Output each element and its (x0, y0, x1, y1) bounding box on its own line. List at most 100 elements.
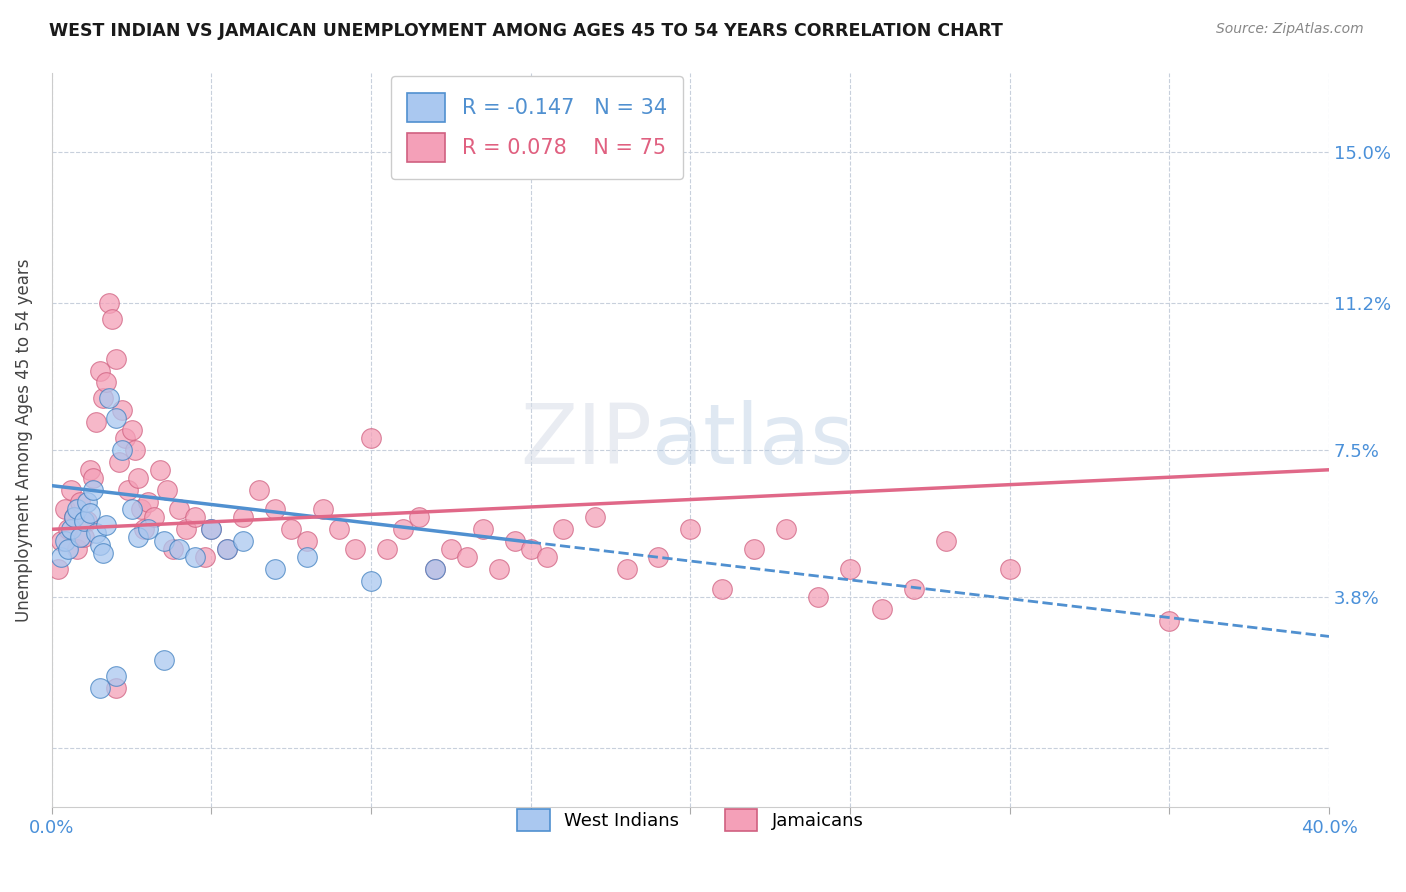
Y-axis label: Unemployment Among Ages 45 to 54 years: Unemployment Among Ages 45 to 54 years (15, 259, 32, 622)
Point (59, 483, 82, 497)
Point (423, 562, 446, 576)
Point (127, 471, 149, 485)
Point (73, 514, 96, 528)
Point (53, 502, 76, 516)
Point (107, 455, 129, 469)
Point (264, 562, 287, 576)
Point (94, 518, 117, 533)
Point (111, 403, 134, 417)
Point (121, 423, 143, 437)
Point (82, 471, 104, 485)
Point (200, 522, 222, 536)
Point (127, 530, 149, 544)
Point (295, 550, 318, 565)
Point (124, 442, 146, 457)
Point (59, 522, 82, 536)
Point (775, 522, 797, 536)
Point (616, 562, 638, 576)
Point (89, 538, 111, 552)
Point (711, 582, 734, 596)
Point (360, 574, 382, 588)
Point (136, 522, 159, 536)
Point (1159, 614, 1181, 628)
Point (134, 522, 156, 536)
Point (76, 494, 98, 508)
Point (101, 312, 124, 326)
Point (89, 363, 111, 377)
Point (82, 483, 104, 497)
Point (375, 542, 398, 557)
Point (76, 514, 98, 528)
Point (98, 392, 121, 406)
Point (807, 590, 830, 604)
Point (217, 542, 239, 557)
Point (152, 653, 174, 667)
Point (194, 550, 217, 565)
Point (488, 562, 510, 576)
Point (217, 542, 239, 557)
Text: WEST INDIAN VS JAMAICAN UNEMPLOYMENT AMONG AGES 45 TO 54 YEARS CORRELATION CHART: WEST INDIAN VS JAMAICAN UNEMPLOYMENT AMO… (49, 22, 1002, 40)
Point (156, 483, 179, 497)
Point (63, 510, 86, 524)
Point (114, 431, 136, 445)
Point (264, 502, 287, 516)
Point (392, 522, 415, 536)
Point (328, 522, 350, 536)
Point (551, 522, 574, 536)
Point (56, 522, 79, 536)
Point (742, 542, 765, 557)
Point (162, 542, 184, 557)
Point (51, 550, 73, 565)
Point (935, 534, 957, 549)
Point (142, 510, 165, 524)
Point (174, 522, 197, 536)
Point (104, 681, 127, 695)
Point (232, 534, 254, 549)
Point (51, 534, 73, 549)
Point (647, 550, 669, 565)
Point (344, 542, 367, 557)
Point (136, 494, 159, 508)
Point (129, 502, 152, 516)
Point (360, 431, 382, 445)
Point (94, 376, 117, 390)
Point (89, 681, 111, 695)
Point (998, 562, 1021, 576)
Point (152, 534, 174, 549)
Point (583, 510, 606, 524)
Point (104, 411, 127, 425)
Point (69, 494, 91, 508)
Point (91, 392, 114, 406)
Point (440, 542, 463, 557)
Point (63, 510, 86, 524)
Point (73, 530, 96, 544)
Point (839, 562, 862, 576)
Point (169, 542, 191, 557)
Point (91, 546, 114, 560)
Point (46, 562, 69, 576)
Point (79, 507, 101, 521)
Text: Source: ZipAtlas.com: Source: ZipAtlas.com (1216, 22, 1364, 37)
Point (104, 351, 127, 366)
Point (66, 502, 89, 516)
Point (111, 442, 134, 457)
Point (200, 522, 222, 536)
Point (312, 502, 335, 516)
Point (98, 296, 121, 310)
Point (184, 510, 207, 524)
Point (232, 510, 254, 524)
Point (53, 534, 76, 549)
Point (295, 534, 318, 549)
Point (104, 669, 127, 683)
Point (184, 550, 207, 565)
Point (86, 415, 108, 429)
Point (69, 530, 91, 544)
Point (121, 502, 143, 516)
Point (79, 463, 101, 477)
Point (149, 463, 172, 477)
Text: atlas: atlas (652, 400, 853, 481)
Point (870, 601, 893, 615)
Point (56, 542, 79, 557)
Text: ZIP: ZIP (520, 400, 652, 481)
Point (519, 542, 541, 557)
